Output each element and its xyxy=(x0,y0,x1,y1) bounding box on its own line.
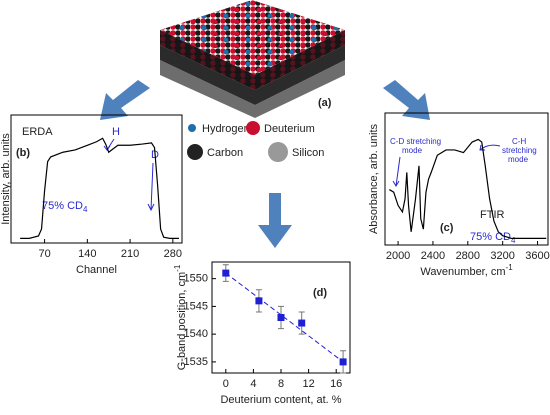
axis-label-text: Channel xyxy=(76,264,117,276)
x-tick-label: 280 xyxy=(164,248,182,260)
y-tick-label: 1535 xyxy=(184,356,208,368)
annotation-arrow xyxy=(103,138,115,151)
axis-label-sup: -1 xyxy=(173,264,182,272)
axis-label-sup: -1 xyxy=(506,263,514,272)
x-tick-label: 210 xyxy=(121,248,139,260)
x-tick-label: 0 xyxy=(223,378,229,390)
annotation-arrow xyxy=(392,156,401,187)
annotation: C-D stretching xyxy=(390,137,441,146)
arrow xyxy=(258,193,292,248)
data-line xyxy=(389,138,547,239)
x-tick-label: 3600 xyxy=(525,250,549,262)
point xyxy=(277,314,285,321)
legend-label: Silicon xyxy=(292,147,324,159)
point xyxy=(339,358,347,366)
annotation: stretching xyxy=(502,146,537,155)
plot-frame xyxy=(10,114,183,244)
legend-label: Hydrogen xyxy=(202,123,250,135)
film-illustration xyxy=(160,0,345,118)
x-tick-label: 140 xyxy=(78,248,96,260)
annotation: mode xyxy=(508,155,529,164)
annotation: H xyxy=(112,126,120,138)
axis-label-text: G-band position, cm xyxy=(176,272,188,370)
axis-label-text: Intensity, arb. units xyxy=(0,133,12,225)
y-tick-label: 1540 xyxy=(184,328,208,340)
x-tick-label: 70 xyxy=(38,248,50,260)
axis-label: Absorbance, arb. units xyxy=(368,123,380,234)
annotation: 75% CD4 xyxy=(42,200,88,214)
panel-label: (b) xyxy=(16,147,30,159)
x-tick-label: 8 xyxy=(278,378,284,390)
arrow xyxy=(383,80,430,120)
point xyxy=(298,319,306,327)
legend-label: Carbon xyxy=(207,147,243,159)
point xyxy=(255,297,263,305)
axis-label: Deuterium content, at. % xyxy=(220,394,341,406)
annotation-arrow xyxy=(147,162,155,212)
arrow xyxy=(100,80,150,120)
x-tick-label: 2400 xyxy=(421,250,445,262)
panel-label: (c) xyxy=(440,222,454,234)
panel-label: (d) xyxy=(313,287,327,299)
legend-label: Deuterium xyxy=(264,123,315,135)
y-tick-label: 1550 xyxy=(184,273,208,285)
data-line xyxy=(20,137,179,239)
x-tick-label: 2800 xyxy=(456,250,480,262)
axis-label-text: Deuterium content, at. % xyxy=(220,394,341,406)
axis-label: G-band position, cm-1 xyxy=(173,264,188,370)
annotation-text: 75% CD xyxy=(42,200,83,212)
x-tick-label: 12 xyxy=(302,378,314,390)
y-tick-label: 1545 xyxy=(184,300,208,312)
panel-label: (a) xyxy=(318,97,332,109)
annotation: C-H xyxy=(512,137,526,146)
x-tick-label: 2000 xyxy=(386,250,410,262)
x-tick-label: 3200 xyxy=(490,250,514,262)
axis-label-text: Wavenumber, cm xyxy=(420,266,505,278)
axis-label: Wavenumber, cm-1 xyxy=(420,263,513,278)
axis-label: Intensity, arb. units xyxy=(0,133,12,225)
axis-label-text: Absorbance, arb. units xyxy=(368,123,380,234)
annotation: ERDA xyxy=(22,126,53,138)
point xyxy=(222,269,230,277)
annotation: mode xyxy=(402,146,423,155)
annotation-sub: 4 xyxy=(83,205,88,214)
legend: Hydrogen Deuterium Carbon Silicon xyxy=(187,121,324,162)
plot-frame xyxy=(384,112,549,246)
annotation-sub: 4 xyxy=(511,236,516,245)
x-tick-label: 16 xyxy=(330,378,342,390)
x-tick-label: 4 xyxy=(250,378,256,390)
arrows xyxy=(100,80,430,248)
axis-label: Channel xyxy=(76,264,117,276)
